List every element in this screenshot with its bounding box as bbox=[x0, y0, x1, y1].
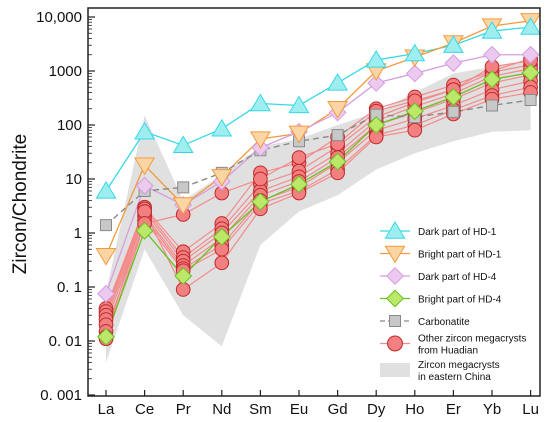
series-point bbox=[211, 118, 233, 137]
legend-label: Bright part of HD-4 bbox=[418, 295, 502, 306]
legend-marker bbox=[386, 267, 404, 285]
x-tick-label: Yb bbox=[483, 401, 501, 418]
x-tick-label: Eu bbox=[290, 401, 308, 418]
y-tick-label: 0. 1 bbox=[57, 279, 82, 296]
series-point bbox=[331, 129, 344, 142]
y-tick-label: 10 bbox=[65, 171, 82, 188]
series-point bbox=[97, 327, 115, 346]
series-point bbox=[134, 121, 156, 140]
legend-label: Bright part of HD-1 bbox=[418, 250, 502, 261]
y-tick-label: 1000 bbox=[49, 63, 82, 80]
y-tick-label: 0. 001 bbox=[40, 387, 82, 404]
series-point bbox=[172, 197, 194, 215]
legend-label: Zircon megacrysts bbox=[418, 360, 500, 371]
series-point bbox=[447, 105, 460, 118]
x-tick-label: Ce bbox=[135, 401, 154, 418]
series-point bbox=[174, 267, 193, 285]
series-point bbox=[405, 64, 424, 83]
legend-label: Dark part of HD-4 bbox=[418, 272, 497, 283]
series-point bbox=[95, 180, 117, 199]
legend-label: from Huadian bbox=[418, 346, 478, 357]
x-tick-label: La bbox=[98, 401, 115, 418]
series-point bbox=[481, 21, 503, 39]
series-point bbox=[327, 72, 349, 91]
x-tick-label: Dy bbox=[367, 401, 386, 418]
series-point bbox=[404, 43, 426, 62]
x-tick-label: Sm bbox=[249, 401, 272, 418]
series-point bbox=[328, 152, 347, 171]
huadian-point bbox=[253, 171, 268, 187]
legend-swatch bbox=[380, 363, 410, 377]
y-tick-label: 0. 01 bbox=[49, 333, 82, 350]
series-point bbox=[97, 284, 115, 303]
series-point bbox=[288, 95, 310, 114]
x-tick-label: Er bbox=[446, 401, 461, 418]
y-tick-label: 100 bbox=[57, 117, 82, 134]
series-point bbox=[483, 70, 501, 89]
series-point bbox=[405, 102, 424, 121]
envelope-area bbox=[106, 61, 531, 363]
series-point bbox=[177, 181, 190, 194]
y-tick-label: 1 bbox=[74, 225, 82, 242]
series-point bbox=[524, 94, 537, 107]
x-tick-label: Gd bbox=[328, 401, 348, 418]
series-point bbox=[211, 169, 233, 187]
series-point bbox=[134, 157, 156, 176]
series-point bbox=[290, 175, 308, 194]
legend-label: in eastern China bbox=[418, 372, 491, 383]
legend-marker bbox=[389, 315, 401, 327]
plot-frame bbox=[87, 7, 541, 397]
legend-marker bbox=[384, 245, 406, 264]
huadian-point bbox=[407, 122, 423, 138]
legend-marker bbox=[387, 335, 403, 352]
series-point bbox=[520, 17, 542, 35]
series-point bbox=[288, 125, 310, 144]
series-point bbox=[370, 108, 383, 121]
series-point bbox=[367, 116, 386, 134]
series-point bbox=[442, 35, 464, 53]
legend-marker bbox=[386, 289, 404, 308]
plot-area bbox=[95, 13, 542, 363]
y-axis-title: Zircon/Chondrite bbox=[10, 134, 31, 274]
x-tick-label: Ho bbox=[405, 401, 424, 418]
series-line bbox=[105, 26, 531, 192]
series-point bbox=[327, 101, 349, 119]
series-point bbox=[249, 93, 271, 112]
y-tick-label: 10,000 bbox=[36, 9, 82, 26]
series-point bbox=[444, 88, 463, 106]
series-point bbox=[483, 45, 501, 64]
series-point bbox=[212, 227, 231, 246]
legend-label: Carbonatite bbox=[418, 317, 470, 328]
series-point bbox=[100, 219, 112, 232]
series-point bbox=[251, 192, 270, 211]
axes: 0. 001 0. 01 0. 1 1 10 100 1000 10,000 La Ce Pr Nd S… bbox=[36, 7, 541, 418]
huadian-point bbox=[214, 255, 230, 271]
legend-marker bbox=[384, 221, 406, 239]
x-tick-label: Pr bbox=[176, 401, 191, 418]
series-point bbox=[135, 221, 154, 240]
series-point bbox=[249, 131, 271, 150]
series-point bbox=[365, 49, 387, 68]
x-tick-label: Nd bbox=[212, 401, 231, 418]
series-point bbox=[95, 247, 117, 266]
legend-label: Other zircon megacrysts bbox=[418, 334, 526, 345]
series-point bbox=[486, 99, 498, 112]
huadian-point bbox=[291, 150, 307, 165]
series-point bbox=[444, 54, 463, 73]
legend-label: Dark part of HD-1 bbox=[418, 227, 497, 238]
series-point bbox=[135, 176, 154, 195]
series-point bbox=[172, 135, 194, 154]
series-point bbox=[521, 45, 540, 64]
series-point bbox=[367, 74, 386, 92]
series-point bbox=[521, 63, 540, 82]
x-tick-label: Lu bbox=[522, 401, 539, 418]
legend: Dark part of HD-1 Bright part of HD-1 Dark… bbox=[380, 221, 526, 383]
